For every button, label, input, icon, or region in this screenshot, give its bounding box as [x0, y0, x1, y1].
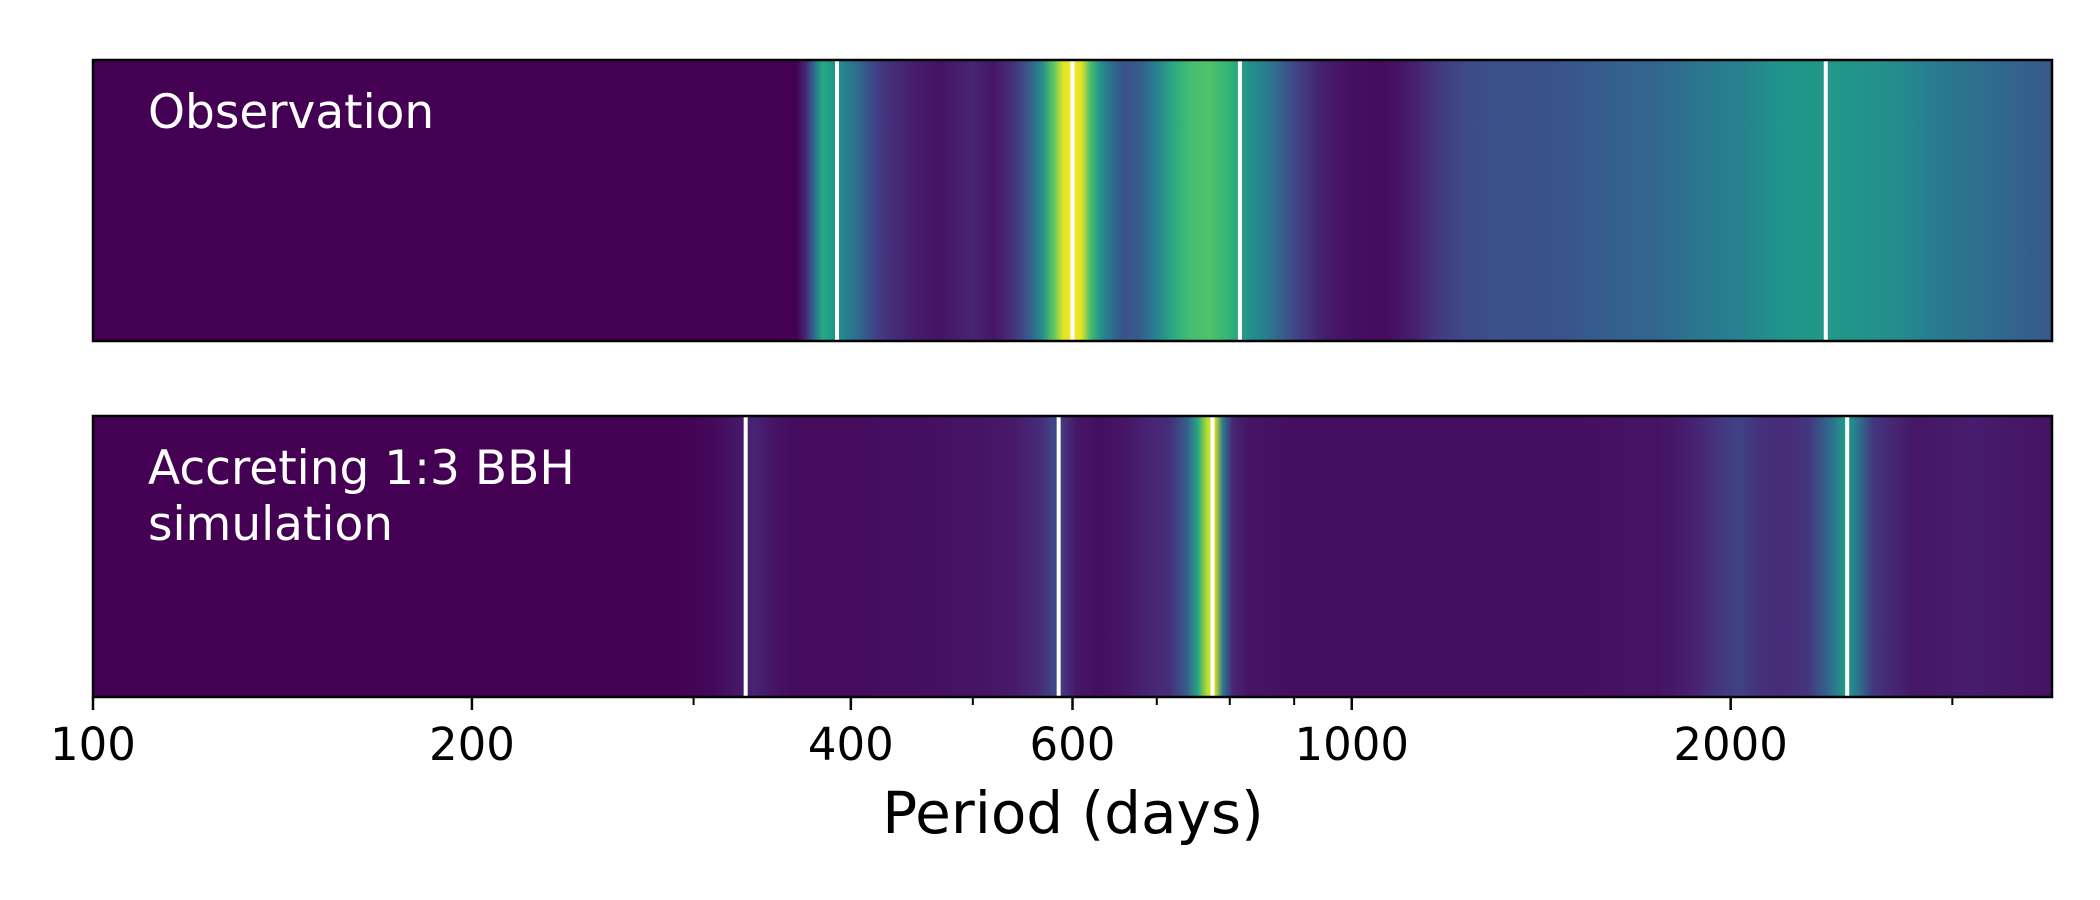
x-axis-label: Period (days) [882, 779, 1263, 847]
tick-label: 1000 [1294, 718, 1409, 771]
observation-panel: Observation [91, 58, 2054, 343]
panel-label: Observation [148, 85, 434, 140]
x-axis: 100 200 400 600 1000 2000 [50, 697, 1954, 771]
periodogram-band [93, 416, 2052, 697]
tick-label: 100 [50, 718, 136, 771]
panel-label: Accreting 1:3 BBH simulation [148, 441, 575, 552]
simulation-panel: Accreting 1:3 BBH simulation [91, 414, 2054, 699]
tick-label: 600 [1030, 718, 1116, 771]
tick-label: 400 [808, 718, 894, 771]
panel-frame [91, 58, 2054, 343]
tick-label: 200 [429, 718, 515, 771]
tick-label: 2000 [1673, 718, 1788, 771]
